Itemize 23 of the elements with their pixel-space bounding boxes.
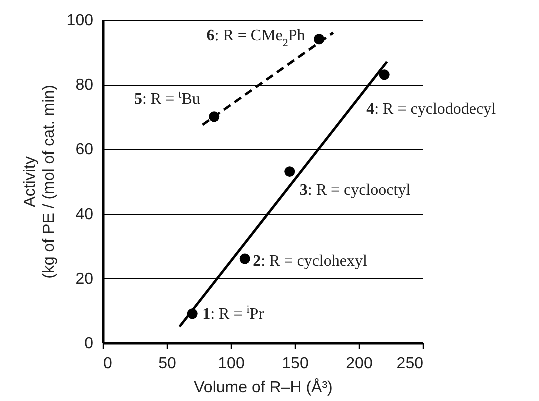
x-tick-label: 150: [282, 356, 309, 372]
x-tick-label: 100: [218, 356, 245, 372]
y-tick-label: 60: [76, 142, 94, 159]
y-tick-label: 40: [76, 206, 94, 224]
annotation: 4: R = cyclododecyl: [366, 100, 497, 118]
x-tick-label: 50: [158, 356, 176, 372]
y-tick-label: 20: [76, 270, 94, 288]
x-tick-label: 0: [104, 356, 112, 372]
x-axis-title: Volume of R–H (Å³): [194, 378, 333, 396]
x-tick-label: 200: [346, 356, 373, 372]
y-tick-label: 100: [66, 12, 94, 30]
annotation: 2: R = cyclohexyl: [253, 253, 368, 270]
annotation: 3: R = cyclooctyl: [300, 182, 412, 199]
point: [379, 70, 390, 80]
annotation: 6: R = CMe$_{2}$Ph: [206, 27, 306, 50]
y-axis-title: Activity (kg of PE / (mol of cat. min): [22, 85, 58, 279]
annotation: 1: R = $^{i}$Pr: [202, 304, 265, 323]
x-tick-label: 250: [396, 356, 424, 372]
y-tick-label: 0: [84, 336, 94, 352]
point: [240, 254, 250, 264]
annotation: 5: R = $^{t}$Bu: [134, 88, 200, 108]
y-tick-label: 80: [76, 77, 94, 94]
point: [284, 166, 296, 178]
